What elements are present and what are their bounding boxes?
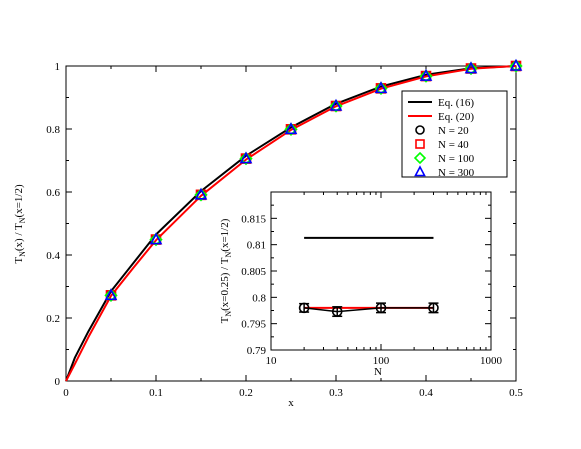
main-y-axis-label: TN(x) / TN(x=1/2) xyxy=(13,184,27,264)
inset-x-axis-label: N xyxy=(374,366,382,378)
legend-entry-label: N = 300 xyxy=(438,167,475,179)
main-curve-line xyxy=(65,65,517,382)
inset-y-tick-label: 0.8 xyxy=(252,292,266,304)
legend-marker-swatch xyxy=(413,151,427,165)
main-curves xyxy=(65,65,517,382)
legend-marker-swatch xyxy=(415,139,425,149)
main-y-tick-label: 0.4 xyxy=(46,250,60,262)
main-y-tick-label: 0.8 xyxy=(46,124,60,136)
main-x-tick-label: 0.3 xyxy=(329,387,343,399)
main-data-marker xyxy=(284,122,298,135)
inset-data-point xyxy=(331,306,343,317)
main-axis-ticks: 0 0.1 0.2 0.3 0.4 0.500.20.40.60.81 xyxy=(46,61,523,399)
inset-y-tick-label: 0.795 xyxy=(241,319,266,331)
main-x-tick-label: 0.5 xyxy=(509,387,523,399)
main-data-marker xyxy=(374,81,388,95)
inset-data-point xyxy=(375,302,387,314)
main-y-tick-label: 1 xyxy=(55,61,61,73)
main-data-marker xyxy=(194,188,208,202)
legend-entry-label: N = 40 xyxy=(438,139,469,151)
legend-entry-label: Eq. (16) xyxy=(438,97,474,109)
main-x-tick-label: 0.2 xyxy=(239,387,253,399)
inset-y-tick-label: 0.805 xyxy=(241,266,266,278)
inset-y-tick-label: 0.79 xyxy=(247,345,267,357)
inset-x-tick-label: 100 xyxy=(373,355,390,367)
legend-entry-label: N = 100 xyxy=(438,153,475,165)
main-x-tick-label: 0 xyxy=(63,387,69,399)
legend-marker-swatch xyxy=(415,125,425,135)
inset-x-tick-label: 1000 xyxy=(480,355,503,367)
inset-data-point xyxy=(298,302,310,314)
inset-y-tick-label: 0.815 xyxy=(241,213,266,225)
main-markers xyxy=(104,58,523,302)
main-x-tick-label: 0.4 xyxy=(419,387,433,399)
main-y-tick-label: 0.6 xyxy=(46,187,60,199)
inset-series xyxy=(298,236,439,318)
main-data-marker xyxy=(239,151,253,164)
inset-y-axis-label: TN(x=0.25) / TN(x=1/2) xyxy=(219,218,233,323)
main-data-marker xyxy=(329,98,343,111)
main-y-tick-label: 0 xyxy=(55,376,61,388)
main-data-marker xyxy=(509,58,523,71)
main-data-marker xyxy=(329,99,343,113)
main-data-marker xyxy=(239,151,253,166)
legend-items: Eq. (16) Eq. (20) N = 20 N = 40 N = 100 N = 3… xyxy=(408,97,475,179)
main-data-marker xyxy=(464,61,478,74)
main-x-tick-label: 0.1 xyxy=(149,387,163,399)
main-data-marker xyxy=(374,81,388,94)
inset-plot-frame xyxy=(270,191,492,351)
main-x-axis-label: x xyxy=(288,397,294,409)
inset-axis-ticks: 10 100 1000 0.79 0.795 0.8 0.805 0.81 0.815 xyxy=(241,192,503,367)
main-data-marker xyxy=(419,69,433,83)
main-data-marker xyxy=(149,232,163,247)
legend-entry-label: N = 20 xyxy=(438,125,469,137)
inset-x-tick-label: 10 xyxy=(266,355,278,367)
inset-data-point xyxy=(428,302,439,314)
main-data-marker xyxy=(194,187,208,200)
main-data-marker xyxy=(509,59,523,73)
inset-data-line xyxy=(304,307,434,313)
main-data-marker xyxy=(464,61,478,76)
main-legend: Eq. (16) Eq. (20) N = 20 N = 40 N = 100 N = 3… xyxy=(401,90,508,179)
main-curve-line xyxy=(65,65,517,382)
main-y-tick-label: 0.2 xyxy=(46,313,60,325)
legend-entry-label: Eq. (20) xyxy=(438,111,474,123)
main-data-marker xyxy=(419,68,433,81)
main-data-marker xyxy=(149,232,163,245)
main-data-marker xyxy=(104,288,118,301)
main-data-marker xyxy=(284,122,298,136)
inset-y-tick-label: 0.81 xyxy=(247,240,266,252)
main-data-marker xyxy=(104,288,118,302)
legend-marker-swatch xyxy=(414,165,426,177)
